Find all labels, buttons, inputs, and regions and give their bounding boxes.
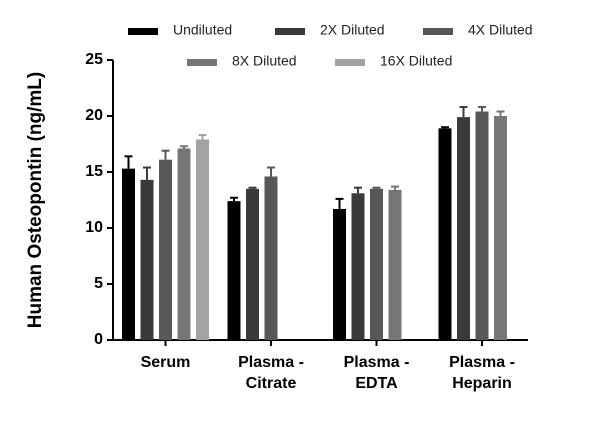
legend-swatch (335, 59, 365, 66)
error-bar (198, 134, 207, 140)
y-tick-label: 5 (94, 275, 103, 292)
error-bar (180, 145, 188, 149)
y-tick-label: 15 (85, 163, 103, 180)
error-bar (441, 126, 449, 129)
legend-swatch (423, 28, 453, 35)
bar (246, 188, 259, 340)
error-bar (335, 197, 344, 209)
bar (333, 208, 346, 340)
bar (388, 189, 402, 340)
error-bar (372, 186, 381, 189)
x-tick-label: Serum (140, 354, 191, 371)
error-bar (459, 106, 468, 118)
y-axis-label: Human Osteopontin (ng/mL) (25, 72, 46, 328)
bar (122, 168, 135, 340)
error-bar (267, 166, 275, 177)
x-tick-label: Plasma - EDTA (343, 354, 410, 392)
bar (177, 148, 191, 340)
bar (494, 116, 507, 340)
y-tick-label: 20 (85, 107, 103, 124)
bar (264, 176, 278, 340)
bar (475, 111, 489, 341)
legend-label: Undiluted (173, 22, 232, 38)
legend-label: 2X Diluted (320, 22, 385, 38)
error-bar (496, 110, 505, 116)
error-bar (143, 166, 151, 180)
bar (196, 139, 209, 340)
error-bar (248, 186, 257, 189)
error-bar (230, 196, 238, 202)
y-tick-label: 0 (94, 331, 103, 348)
bar (351, 193, 365, 340)
bar (227, 201, 241, 340)
legend-label: 16X Diluted (380, 53, 452, 69)
bar (159, 159, 172, 340)
legend-label: 4X Diluted (468, 22, 533, 38)
bar (438, 128, 452, 340)
bar (370, 188, 383, 340)
error-bar (124, 155, 133, 169)
error-bar (478, 106, 486, 112)
error-bar (161, 149, 170, 160)
y-tick-label: 10 (85, 219, 103, 236)
y-tick-label: 25 (85, 51, 103, 68)
error-bar (391, 185, 399, 190)
legend-swatch (128, 28, 158, 35)
error-bar (354, 186, 362, 194)
bar (457, 117, 470, 341)
x-tick-label: Plasma - Heparin (449, 354, 515, 392)
legend-swatch (275, 28, 305, 35)
x-tick-label: Plasma - Citrate (238, 354, 304, 392)
legend-swatch (187, 59, 217, 66)
legend-label: 8X Diluted (232, 53, 297, 69)
bar (140, 179, 154, 340)
